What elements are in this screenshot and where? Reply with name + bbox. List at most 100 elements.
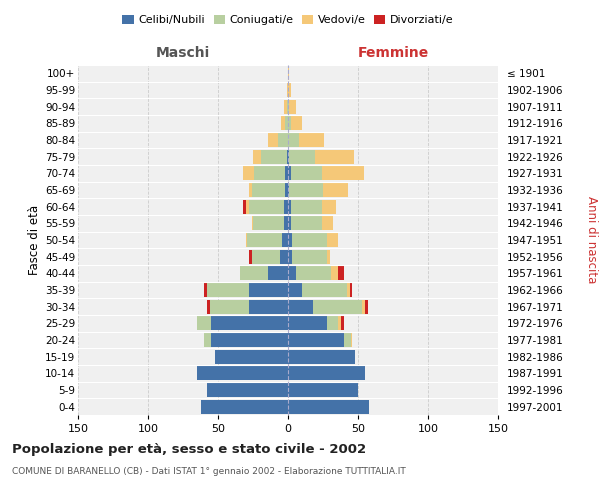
Bar [291,166,322,180]
Bar [327,250,330,264]
Bar [288,100,289,114]
Bar [288,116,291,130]
Bar [302,283,347,297]
Bar [283,233,288,247]
Bar [338,316,341,330]
Bar [288,66,289,80]
Bar [254,166,285,180]
Bar [350,283,352,297]
Bar [327,316,338,330]
Text: Popolazione per età, sesso e stato civile - 2002: Popolazione per età, sesso e stato civil… [12,442,366,456]
Bar [285,166,288,180]
Bar [292,250,327,264]
Bar [291,116,302,130]
Bar [284,100,287,114]
Bar [278,133,288,147]
Bar [344,333,351,347]
Bar [351,333,352,347]
Bar [215,350,288,364]
Bar [285,116,288,130]
Bar [288,250,292,264]
Bar [281,116,285,130]
Bar [285,183,288,197]
Bar [289,183,323,197]
Bar [288,150,289,164]
Text: COMUNE DI BARANELLO (CB) - Dati ISTAT 1° gennaio 2002 - Elaborazione TUTTITALIA.: COMUNE DI BARANELLO (CB) - Dati ISTAT 1°… [12,468,406,476]
Bar [251,250,280,264]
Bar [288,216,291,230]
Bar [313,300,362,314]
Bar [207,283,249,297]
Bar [331,266,338,280]
Bar [249,183,251,197]
Bar [338,266,344,280]
Bar [268,133,278,147]
Bar [249,250,251,264]
Bar [299,133,325,147]
Bar [288,283,302,297]
Legend: Celibi/Nubili, Coniugati/e, Vedovi/e, Divorziati/e: Celibi/Nubili, Coniugati/e, Vedovi/e, Di… [118,10,458,30]
Bar [289,150,314,164]
Bar [251,216,253,230]
Bar [288,200,291,214]
Bar [288,233,292,247]
Bar [204,333,211,347]
Bar [347,283,350,297]
Bar [322,216,333,230]
Bar [251,183,285,197]
Bar [288,83,291,97]
Bar [288,133,299,147]
Bar [362,300,365,314]
Bar [288,400,369,414]
Bar [249,300,288,314]
Bar [262,150,287,164]
Bar [296,266,331,280]
Bar [288,366,365,380]
Bar [287,83,288,97]
Bar [288,350,355,364]
Text: Femmine: Femmine [358,46,428,60]
Bar [280,250,288,264]
Bar [341,316,344,330]
Bar [288,316,327,330]
Bar [288,183,289,197]
Bar [292,233,327,247]
Bar [322,166,364,180]
Bar [253,216,284,230]
Bar [287,100,288,114]
Bar [197,366,288,380]
Bar [288,266,296,280]
Bar [287,150,288,164]
Bar [284,200,288,214]
Bar [288,300,313,314]
Bar [288,333,344,347]
Bar [253,150,262,164]
Bar [323,183,348,197]
Bar [327,233,338,247]
Bar [241,266,268,280]
Bar [211,333,288,347]
Bar [288,383,358,397]
Bar [243,200,246,214]
Bar [365,300,368,314]
Text: Anni di nascita: Anni di nascita [584,196,598,284]
Bar [322,200,335,214]
Bar [291,200,322,214]
Bar [314,150,354,164]
Bar [247,233,283,247]
Bar [291,216,322,230]
Bar [249,283,288,297]
Bar [209,300,249,314]
Text: Maschi: Maschi [156,46,210,60]
Bar [246,233,247,247]
Bar [207,383,288,397]
Bar [211,316,288,330]
Bar [207,300,209,314]
Bar [284,216,288,230]
Bar [289,100,296,114]
Bar [268,266,288,280]
Bar [246,200,249,214]
Bar [204,283,207,297]
Bar [243,166,254,180]
Y-axis label: Fasce di età: Fasce di età [28,205,41,275]
